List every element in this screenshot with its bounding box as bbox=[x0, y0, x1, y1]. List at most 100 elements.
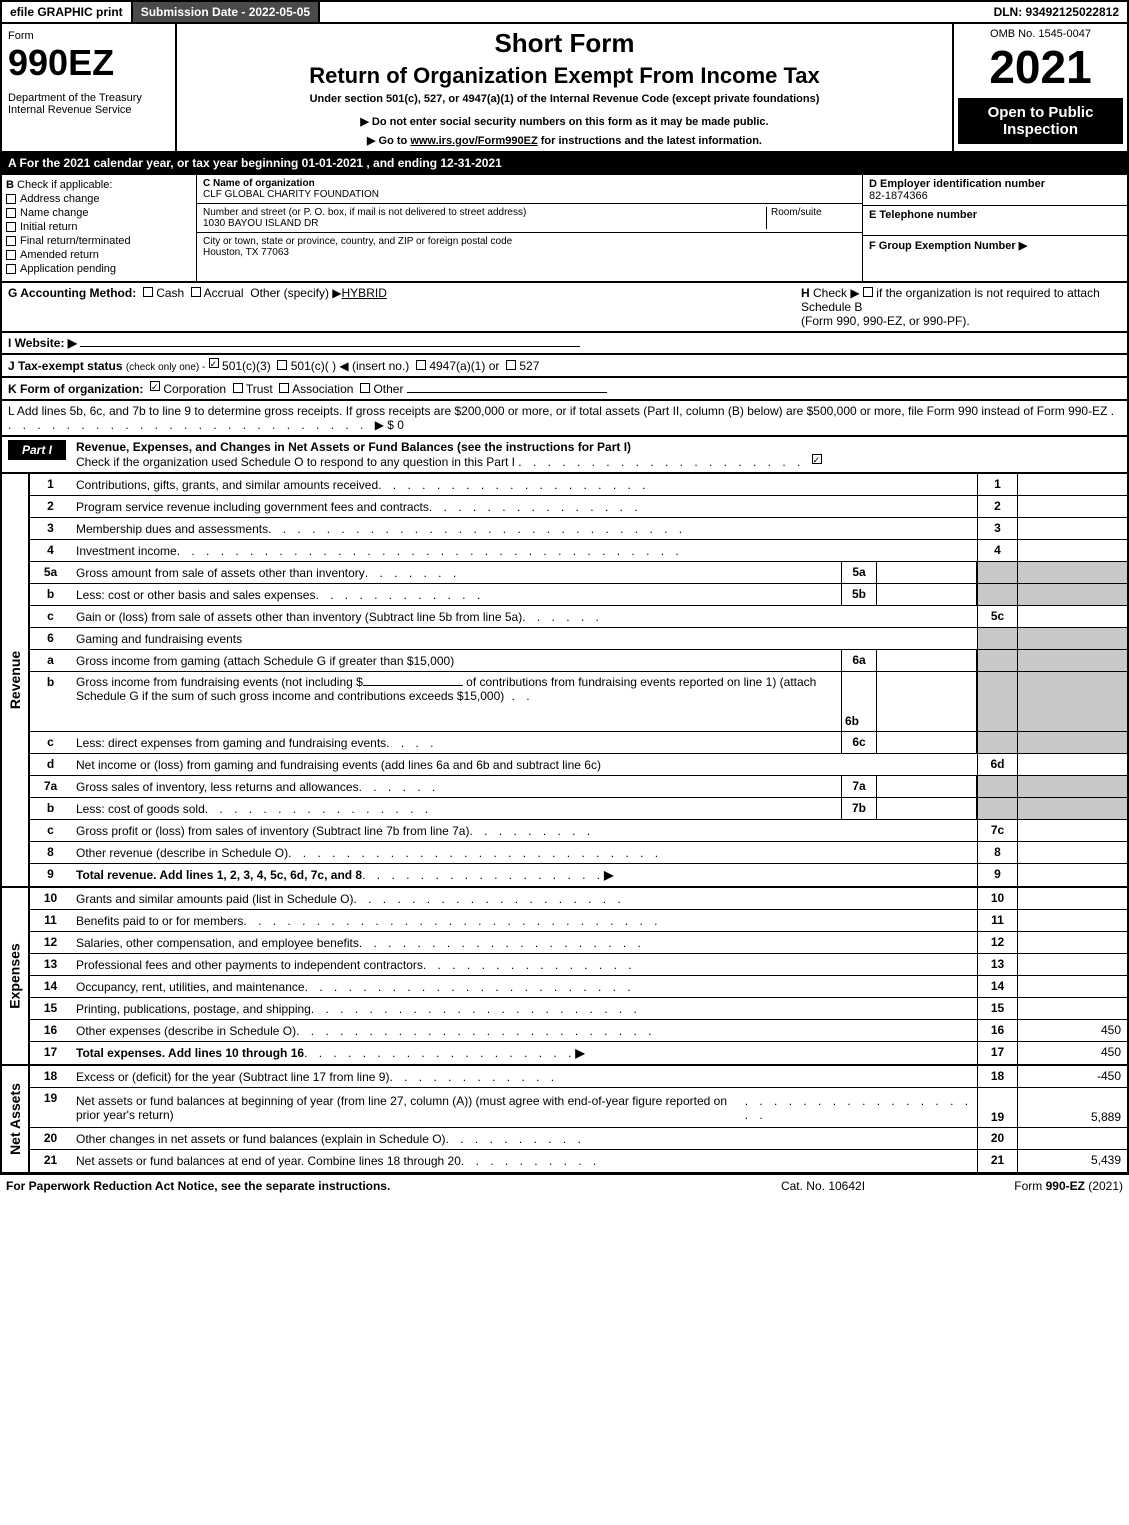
part1-check-label: Check if the organization used Schedule … bbox=[76, 455, 515, 469]
cb-schedule-b[interactable] bbox=[863, 287, 873, 297]
ln5b-desc: Less: cost or other basis and sales expe… bbox=[76, 588, 315, 602]
ln6c-mv bbox=[877, 732, 977, 753]
ln15-val bbox=[1017, 998, 1127, 1019]
cb-initial-return[interactable] bbox=[6, 222, 16, 232]
ln15-rn: 15 bbox=[977, 998, 1017, 1019]
ln7c-val bbox=[1017, 820, 1127, 841]
cb-cash[interactable] bbox=[143, 287, 153, 297]
cb-name-change[interactable] bbox=[6, 208, 16, 218]
ln5c-num: c bbox=[30, 606, 72, 627]
ln14-num: 14 bbox=[30, 976, 72, 997]
goto-suffix: for instructions and the latest informat… bbox=[538, 135, 762, 147]
cb-501c[interactable] bbox=[277, 360, 287, 370]
row-j: J Tax-exempt status (check only one) - 5… bbox=[0, 355, 1129, 378]
ln7b-desc: Less: cost of goods sold bbox=[76, 802, 205, 816]
ln2-rn: 2 bbox=[977, 496, 1017, 517]
g-label: G Accounting Method: bbox=[8, 286, 136, 300]
cb-accrual[interactable] bbox=[191, 287, 201, 297]
subtitle: Under section 501(c), 527, or 4947(a)(1)… bbox=[187, 93, 942, 105]
ln6b-desc1: Gross income from fundraising events (no… bbox=[76, 675, 363, 689]
b-check-label: Check if applicable: bbox=[17, 179, 112, 191]
org-city: Houston, TX 77063 bbox=[203, 247, 856, 258]
ln7c-num: c bbox=[30, 820, 72, 841]
org-address: 1030 BAYOU ISLAND DR bbox=[203, 218, 766, 229]
ln6b-rv bbox=[1017, 672, 1127, 731]
cb-application-pending[interactable] bbox=[6, 264, 16, 274]
cb-corporation[interactable] bbox=[150, 381, 160, 391]
ln8-desc: Other revenue (describe in Schedule O) bbox=[76, 846, 288, 860]
goto-note: ▶ Go to www.irs.gov/Form990EZ for instru… bbox=[187, 134, 942, 147]
cb-schedule-o[interactable] bbox=[812, 454, 822, 464]
ln6b-rn bbox=[977, 672, 1017, 731]
lbl-association: Association bbox=[292, 382, 353, 396]
h-check-text: Check ▶ bbox=[813, 286, 860, 300]
revenue-section: Revenue 1Contributions, gifts, grants, a… bbox=[0, 474, 1129, 888]
ln6-rv bbox=[1017, 628, 1127, 649]
ln18-rn: 18 bbox=[977, 1066, 1017, 1087]
cb-trust[interactable] bbox=[233, 383, 243, 393]
dots: . . . . . . . . . . . . . . . . . . . . bbox=[518, 455, 811, 469]
info-grid: B Check if applicable: Address change Na… bbox=[0, 175, 1129, 283]
ln20-val bbox=[1017, 1128, 1127, 1149]
netassets-side-label: Net Assets bbox=[2, 1066, 30, 1172]
efile-print[interactable]: efile GRAPHIC print bbox=[2, 2, 133, 22]
ln6b-num: b bbox=[30, 672, 72, 731]
cb-other-org[interactable] bbox=[360, 383, 370, 393]
revenue-side-label: Revenue bbox=[2, 474, 30, 886]
ln5a-num: 5a bbox=[30, 562, 72, 583]
ln19-num: 19 bbox=[30, 1088, 72, 1127]
ln9-rn: 9 bbox=[977, 864, 1017, 886]
ln9-val bbox=[1017, 864, 1127, 886]
ln8-num: 8 bbox=[30, 842, 72, 863]
ln1-val bbox=[1017, 474, 1127, 495]
part1-title: Revenue, Expenses, and Changes in Net As… bbox=[76, 440, 1121, 454]
submission-date: Submission Date - 2022-05-05 bbox=[133, 2, 320, 22]
ln19-rn: 19 bbox=[977, 1088, 1017, 1127]
ein-value: 82-1874366 bbox=[869, 190, 1121, 202]
catalog-number: Cat. No. 10642I bbox=[723, 1179, 923, 1193]
dept-irs: Internal Revenue Service bbox=[8, 104, 169, 116]
form-label: Form bbox=[8, 30, 169, 42]
dept-treasury: Department of the Treasury bbox=[8, 92, 169, 104]
ln5b-mv bbox=[877, 584, 977, 605]
ln6b-blank[interactable] bbox=[363, 685, 463, 686]
ln6d-val bbox=[1017, 754, 1127, 775]
l-amount: ▶ $ 0 bbox=[375, 418, 404, 432]
cb-501c3[interactable] bbox=[209, 358, 219, 368]
website-input[interactable] bbox=[80, 346, 580, 347]
ln6-num: 6 bbox=[30, 628, 72, 649]
ln14-desc: Occupancy, rent, utilities, and maintena… bbox=[76, 980, 305, 994]
ln5b-num: b bbox=[30, 584, 72, 605]
ln12-rn: 12 bbox=[977, 932, 1017, 953]
cb-address-change[interactable] bbox=[6, 194, 16, 204]
lbl-address-change: Address change bbox=[20, 193, 100, 205]
ln4-num: 4 bbox=[30, 540, 72, 561]
cb-4947[interactable] bbox=[416, 360, 426, 370]
ln17-rn: 17 bbox=[977, 1042, 1017, 1064]
ln6-rn bbox=[977, 628, 1017, 649]
ln7b-num: b bbox=[30, 798, 72, 819]
ln15-desc: Printing, publications, postage, and shi… bbox=[76, 1002, 311, 1016]
cb-amended-return[interactable] bbox=[6, 250, 16, 260]
ln17-desc: Total expenses. Add lines 10 through 16 bbox=[76, 1046, 304, 1060]
ln12-desc: Salaries, other compensation, and employ… bbox=[76, 936, 359, 950]
ln11-rn: 11 bbox=[977, 910, 1017, 931]
ln7c-desc: Gross profit or (loss) from sales of inv… bbox=[76, 824, 469, 838]
cb-527[interactable] bbox=[506, 360, 516, 370]
ln6c-num: c bbox=[30, 732, 72, 753]
form-ref-pre: Form bbox=[1014, 1179, 1045, 1193]
cb-final-return[interactable] bbox=[6, 236, 16, 246]
other-org-input[interactable] bbox=[407, 392, 607, 393]
form-ref: Form 990-EZ (2021) bbox=[923, 1179, 1123, 1193]
ssn-warning: ▶ Do not enter social security numbers o… bbox=[187, 115, 942, 128]
ln7a-mv bbox=[877, 776, 977, 797]
ln5c-desc: Gain or (loss) from sale of assets other… bbox=[76, 610, 522, 624]
ln18-desc: Excess or (deficit) for the year (Subtra… bbox=[76, 1070, 389, 1084]
lbl-527: 527 bbox=[519, 359, 539, 373]
ln21-val: 5,439 bbox=[1017, 1150, 1127, 1172]
open-inspection: Open to Public Inspection bbox=[958, 98, 1123, 144]
form-ref-bold: 990-EZ bbox=[1046, 1179, 1085, 1193]
cb-association[interactable] bbox=[279, 383, 289, 393]
ln6a-rn bbox=[977, 650, 1017, 671]
irs-link[interactable]: www.irs.gov/Form990EZ bbox=[410, 135, 537, 147]
